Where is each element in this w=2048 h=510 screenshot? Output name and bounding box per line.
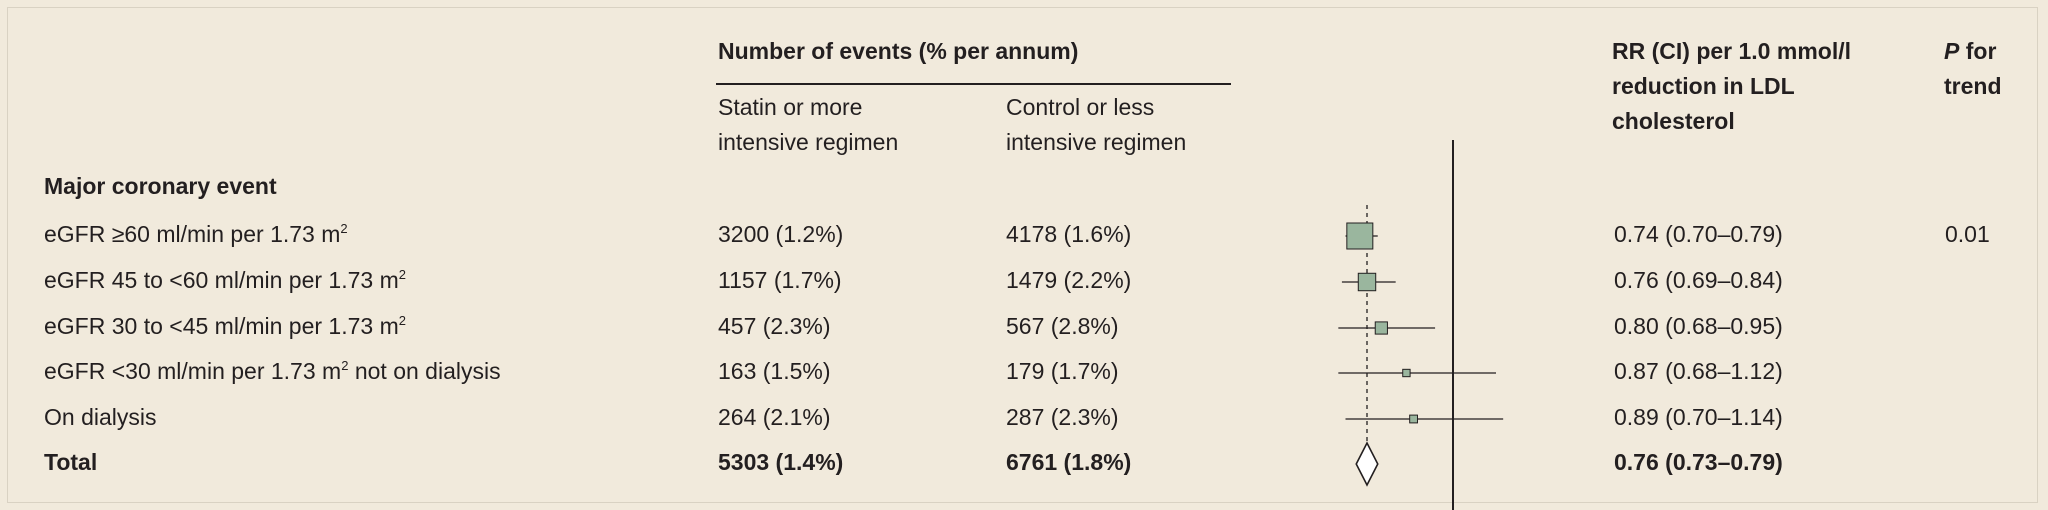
row-control-3: 179 (1.7%): [1006, 358, 1119, 384]
rr-square-0: [1346, 222, 1374, 250]
row-label-0: eGFR ≥60 ml/min per 1.73 m2: [44, 221, 348, 247]
row-p-0: 0.01: [1945, 221, 1990, 247]
total-label: Total: [44, 449, 98, 475]
row-rr-4: 0.89 (0.70–1.14): [1614, 404, 1783, 430]
total-diamond: [1355, 441, 1379, 487]
row-control-0: 4178 (1.6%): [1006, 221, 1132, 247]
total-rr: 0.76 (0.73–0.79): [1614, 449, 1783, 475]
row-treat-2: 457 (2.3%): [718, 313, 831, 339]
total-control: 6761 (1.8%): [1006, 449, 1132, 475]
row-rr-2: 0.80 (0.68–0.95): [1614, 313, 1783, 339]
figure-frame: [7, 7, 2038, 503]
row-treat-4: 264 (2.1%): [718, 404, 831, 430]
p-col-header-line2: trend: [1944, 73, 2002, 99]
row-treat-1: 1157 (1.7%): [718, 267, 842, 293]
row-control-2: 567 (2.8%): [1006, 313, 1119, 339]
control-col-header-line1: Control or less: [1006, 94, 1155, 120]
rr-square-4: [1409, 414, 1418, 424]
row-label-2: eGFR 30 to <45 ml/min per 1.73 m2: [44, 313, 406, 339]
row-rr-3: 0.87 (0.68–1.12): [1614, 358, 1783, 384]
row-label-3: eGFR <30 ml/min per 1.73 m2 not on dialy…: [44, 358, 501, 384]
rr-col-header-line3: cholesterol: [1612, 108, 1735, 134]
control-col-header-line2: intensive regimen: [1006, 129, 1187, 155]
section-title: Major coronary event: [44, 173, 277, 199]
row-treat-0: 3200 (1.2%): [718, 221, 844, 247]
row-label-4: On dialysis: [44, 404, 157, 430]
rr-square-1: [1357, 272, 1377, 292]
rr-square-2: [1374, 321, 1388, 335]
rr-square-3: [1402, 368, 1411, 378]
row-control-4: 287 (2.3%): [1006, 404, 1119, 430]
row-label-1: eGFR 45 to <60 ml/min per 1.73 m2: [44, 267, 406, 293]
row-control-1: 1479 (2.2%): [1006, 267, 1132, 293]
p-col-header-line1: P for: [1944, 38, 1997, 64]
row-treat-3: 163 (1.5%): [718, 358, 831, 384]
rr-col-header-line2: reduction in LDL: [1612, 73, 1795, 99]
rr-col-header-line1: RR (CI) per 1.0 mmol/l: [1612, 38, 1851, 64]
events-group-header: Number of events (% per annum): [718, 38, 1079, 64]
treat-col-header-line1: Statin or more: [718, 94, 863, 120]
row-rr-1: 0.76 (0.69–0.84): [1614, 267, 1783, 293]
treat-col-header-line2: intensive regimen: [718, 129, 899, 155]
total-treat: 5303 (1.4%): [718, 449, 844, 475]
row-rr-0: 0.74 (0.70–0.79): [1614, 221, 1783, 247]
events-header-rule: [716, 83, 1231, 85]
